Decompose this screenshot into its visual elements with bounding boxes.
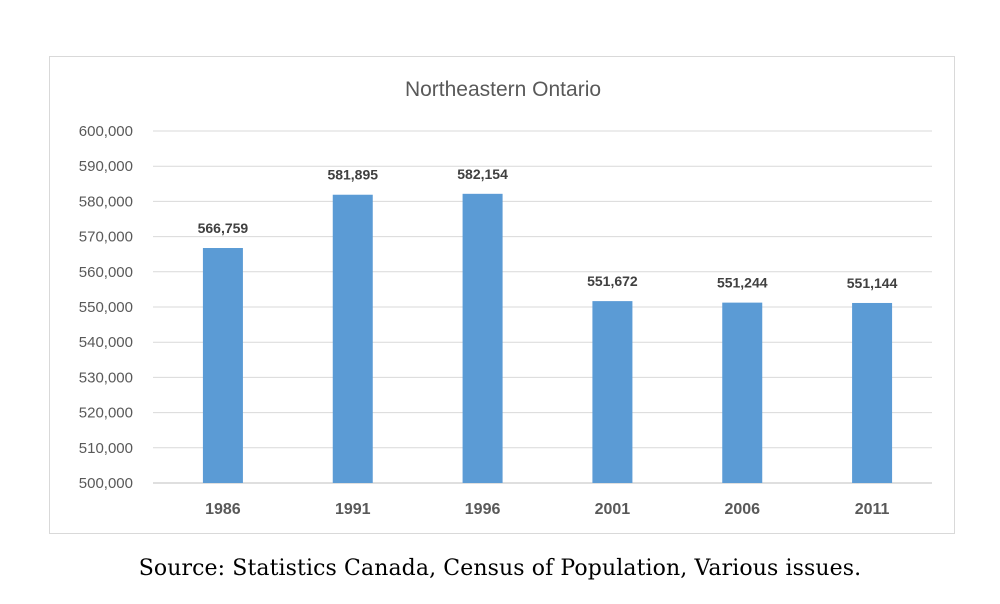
x-tick-label: 2006 <box>724 501 760 518</box>
y-tick-label: 540,000 <box>79 334 133 351</box>
chart-title: Northeastern Ontario <box>405 78 601 101</box>
y-tick-label: 530,000 <box>79 369 133 386</box>
gridlines <box>153 130 932 484</box>
data-label: 566,759 <box>198 220 249 236</box>
bar <box>592 301 633 483</box>
y-tick-label: 510,000 <box>79 440 133 457</box>
bar <box>722 302 763 483</box>
y-tick-label: 600,000 <box>79 123 133 140</box>
bar <box>332 194 373 483</box>
data-label: 581,895 <box>327 167 378 183</box>
data-label: 551,144 <box>847 275 898 291</box>
y-tick-label: 550,000 <box>79 299 133 316</box>
source-caption: Source: Statistics Canada, Census of Pop… <box>138 556 862 581</box>
y-tick-label: 580,000 <box>79 193 133 210</box>
y-axis: 500,000 510,000 520,000 530,000 540,000 550,0… <box>79 123 133 492</box>
y-tick-label: 500,000 <box>79 475 133 492</box>
bar <box>852 302 893 483</box>
bar <box>462 193 503 483</box>
bar <box>202 248 243 483</box>
x-axis: 1986 1991 1996 2001 2006 2011 <box>205 501 889 518</box>
x-tick-label: 2001 <box>595 501 631 518</box>
bars <box>202 193 893 483</box>
x-tick-label: 1986 <box>205 501 241 518</box>
data-labels: 566,759 581,895 582,154 551,672 551,244 551,1… <box>198 166 898 291</box>
y-tick-label: 570,000 <box>79 229 133 246</box>
y-tick-label: 590,000 <box>79 158 133 175</box>
x-tick-label: 1996 <box>465 501 501 518</box>
x-tick-label: 2011 <box>855 501 890 518</box>
data-label: 582,154 <box>457 166 508 182</box>
y-tick-label: 560,000 <box>79 264 133 281</box>
data-label: 551,672 <box>587 273 638 289</box>
data-label: 551,244 <box>717 275 768 291</box>
y-tick-label: 520,000 <box>79 405 133 422</box>
x-tick-label: 1991 <box>335 501 371 518</box>
